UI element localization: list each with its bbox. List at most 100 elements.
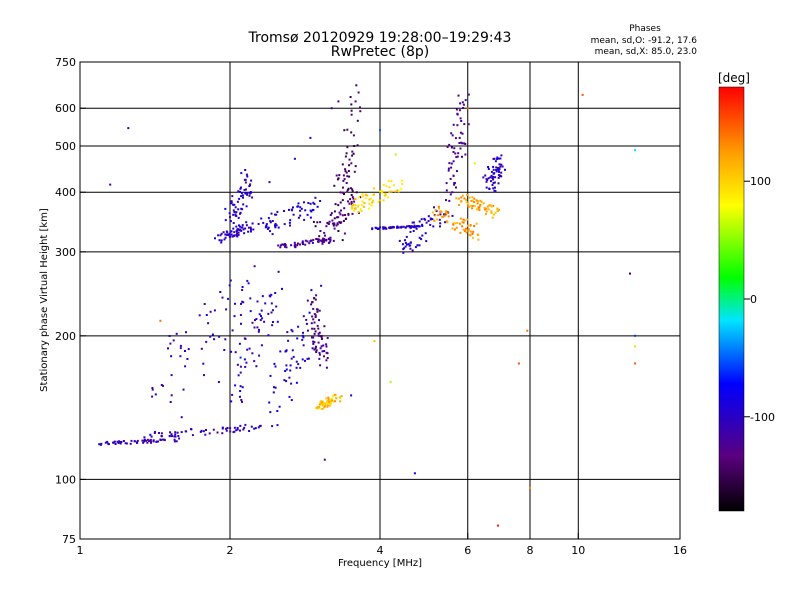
data-point	[190, 428, 192, 431]
data-point	[154, 393, 157, 396]
data-point	[394, 190, 397, 193]
data-point	[500, 163, 503, 166]
data-point	[498, 157, 500, 160]
data-point	[496, 207, 499, 210]
data-point	[400, 225, 403, 228]
data-point	[478, 206, 481, 209]
data-point	[109, 183, 112, 186]
data-point	[317, 341, 320, 344]
data-point	[125, 442, 128, 445]
data-point	[345, 152, 348, 155]
data-point	[306, 240, 309, 243]
data-point	[330, 398, 333, 401]
data-point	[450, 132, 453, 135]
data-point	[348, 175, 351, 178]
data-point	[317, 332, 320, 335]
data-point	[451, 214, 454, 217]
data-point	[473, 197, 476, 200]
data-point	[416, 244, 419, 247]
data-point	[412, 225, 415, 228]
data-point	[490, 211, 493, 214]
phase-box-title: Phases	[629, 24, 661, 34]
data-point	[269, 411, 272, 414]
data-point	[318, 235, 321, 238]
data-point	[244, 181, 247, 184]
data-point	[418, 244, 421, 247]
data-point	[323, 325, 326, 328]
data-point	[406, 225, 408, 228]
data-point	[404, 239, 406, 242]
data-point	[397, 190, 400, 193]
data-point	[258, 354, 261, 357]
data-point	[310, 239, 312, 242]
data-point	[247, 226, 250, 229]
data-point	[454, 152, 457, 155]
data-point	[427, 220, 430, 222]
data-point	[235, 233, 238, 236]
data-point	[271, 425, 274, 428]
data-point	[489, 176, 492, 179]
data-point	[318, 319, 320, 322]
data-point	[187, 348, 190, 351]
data-point	[341, 214, 344, 217]
data-point	[327, 398, 330, 401]
data-point	[464, 229, 466, 232]
data-point	[337, 177, 340, 180]
data-point	[204, 433, 207, 436]
data-point	[350, 200, 353, 203]
data-point	[136, 439, 139, 442]
data-point	[368, 207, 371, 210]
data-point	[322, 402, 325, 405]
data-point	[245, 188, 247, 191]
data-point	[319, 230, 322, 232]
data-point	[205, 340, 208, 343]
data-point	[221, 432, 224, 435]
data-point	[457, 152, 460, 155]
data-point	[229, 216, 231, 219]
data-point	[235, 429, 238, 432]
data-point	[421, 223, 424, 226]
y-tick-label: 500	[55, 140, 76, 153]
data-point	[240, 186, 242, 189]
data-point	[283, 243, 286, 246]
data-point	[342, 220, 345, 222]
data-point	[246, 279, 249, 282]
data-point	[314, 330, 317, 333]
data-point	[337, 216, 340, 219]
data-point	[143, 440, 146, 443]
data-point	[277, 270, 280, 273]
data-point	[400, 179, 403, 182]
data-point	[464, 153, 467, 156]
data-point	[290, 399, 293, 402]
y-tick-label: 400	[55, 186, 76, 199]
data-point	[315, 345, 317, 348]
data-point	[249, 184, 251, 187]
data-point	[418, 220, 421, 223]
data-point	[353, 207, 356, 210]
data-point	[315, 351, 318, 353]
data-point	[240, 192, 243, 195]
data-point	[634, 334, 637, 337]
data-point	[337, 230, 340, 232]
data-point	[326, 405, 329, 408]
data-point	[402, 251, 405, 254]
data-point	[317, 240, 320, 243]
data-point	[328, 400, 331, 403]
data-point	[265, 223, 268, 226]
data-point	[173, 440, 176, 443]
data-point	[364, 197, 367, 200]
data-point	[230, 230, 233, 233]
data-point	[159, 319, 162, 322]
data-point	[345, 182, 348, 184]
data-point	[634, 149, 637, 152]
data-point	[329, 214, 332, 216]
data-point	[452, 151, 455, 153]
data-point	[307, 329, 309, 332]
data-point	[239, 356, 242, 359]
data-point	[236, 363, 239, 366]
data-point	[490, 205, 493, 208]
data-point	[460, 196, 463, 199]
data-point	[308, 311, 311, 314]
data-point	[113, 440, 116, 443]
data-point	[283, 210, 285, 212]
